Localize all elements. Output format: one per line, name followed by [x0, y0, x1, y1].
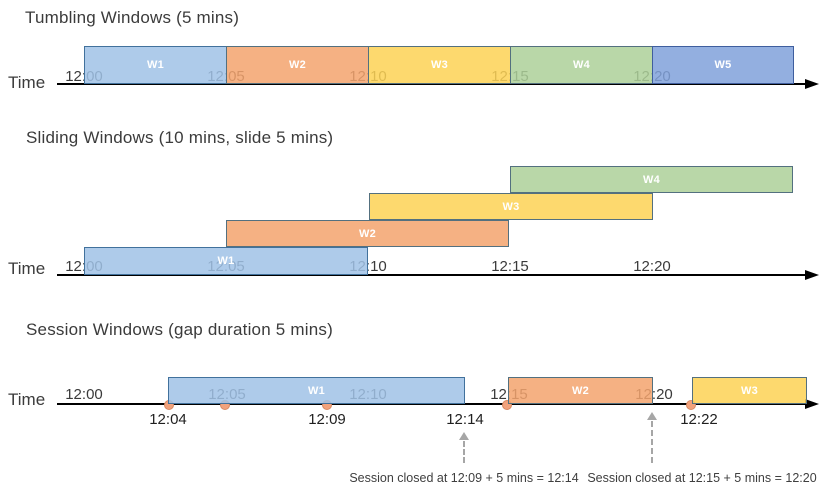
tumbling-section-title: Tumbling Windows (5 mins) [25, 8, 240, 27]
dashed-arrow-up-icon [647, 412, 657, 420]
tumbling-window-w2-label: W2 [288, 59, 307, 71]
sliding-window-w2: W2 [226, 220, 509, 247]
session-closed-annotation-1: Session closed at 12:09 + 5 mins = 12:14 [349, 471, 579, 485]
session-window-w2: W2 [508, 377, 653, 404]
tumbling-window-w5: W5 [652, 46, 794, 84]
sliding-tick-1215: 12:15 [491, 258, 529, 275]
event-label-1214: 12:14 [446, 411, 484, 428]
dashed-arrow-up-icon [459, 432, 469, 440]
dashed-arrow-line [651, 421, 653, 463]
session-time-axis-label: Time [8, 390, 46, 409]
tumbling-time-axis-label: Time [8, 73, 46, 92]
session-section-title: Session Windows (gap duration 5 mins) [26, 320, 333, 339]
event-label-1222: 12:22 [680, 411, 718, 428]
event-label-1209: 12:09 [308, 411, 346, 428]
tumbling-window-w5-label: W5 [714, 59, 732, 71]
event-dot-1215 [502, 400, 512, 410]
tumbling-window-w2: W2 [226, 46, 369, 84]
sliding-window-w4: W4 [510, 166, 793, 193]
session-window-w2-label: W2 [571, 384, 590, 397]
tumbling-time-axis [57, 83, 807, 85]
session-tick-1200: 12:00 [65, 386, 103, 403]
tumbling-window-w1-label: W1 [146, 59, 165, 71]
sliding-time-axis [57, 274, 807, 276]
tumbling-window-w3-label: W3 [430, 59, 449, 71]
tumbling-window-w4-label: W4 [572, 59, 591, 71]
tumbling-window-w4: W4 [510, 46, 653, 84]
sliding-window-w1: W1 [84, 247, 368, 275]
sliding-window-w1-label: W1 [217, 255, 235, 267]
sliding-window-w3-label: W3 [502, 200, 520, 213]
session-closed-annotation-2: Session closed at 12:15 + 5 mins = 12:20 [587, 471, 817, 485]
session-time-axis [57, 403, 807, 405]
sliding-time-axis-label: Time [8, 259, 46, 278]
session-window-w3: W3 [692, 377, 807, 404]
session-axis-arrowhead-icon [805, 399, 819, 409]
sliding-window-w3: W3 [369, 193, 653, 220]
event-label-1204: 12:04 [149, 411, 187, 428]
sliding-section-title: Sliding Windows (10 mins, slide 5 mins) [26, 128, 334, 147]
tumbling-window-w3: W3 [368, 46, 511, 84]
tumbling-window-w1: W1 [84, 46, 227, 84]
sliding-axis-arrowhead-icon [805, 270, 819, 280]
sliding-window-w2-label: W2 [358, 227, 377, 240]
session-window-w1-label: W1 [307, 384, 326, 397]
event-dot-1221 [686, 400, 696, 410]
sliding-window-w4-label: W4 [642, 173, 661, 186]
sliding-tick-1220: 12:20 [633, 258, 671, 275]
dashed-arrow-line [463, 441, 465, 463]
tumbling-axis-arrowhead-icon [805, 79, 819, 89]
session-window-w3-label: W3 [740, 384, 759, 397]
session-window-w1: W1 [168, 377, 465, 404]
